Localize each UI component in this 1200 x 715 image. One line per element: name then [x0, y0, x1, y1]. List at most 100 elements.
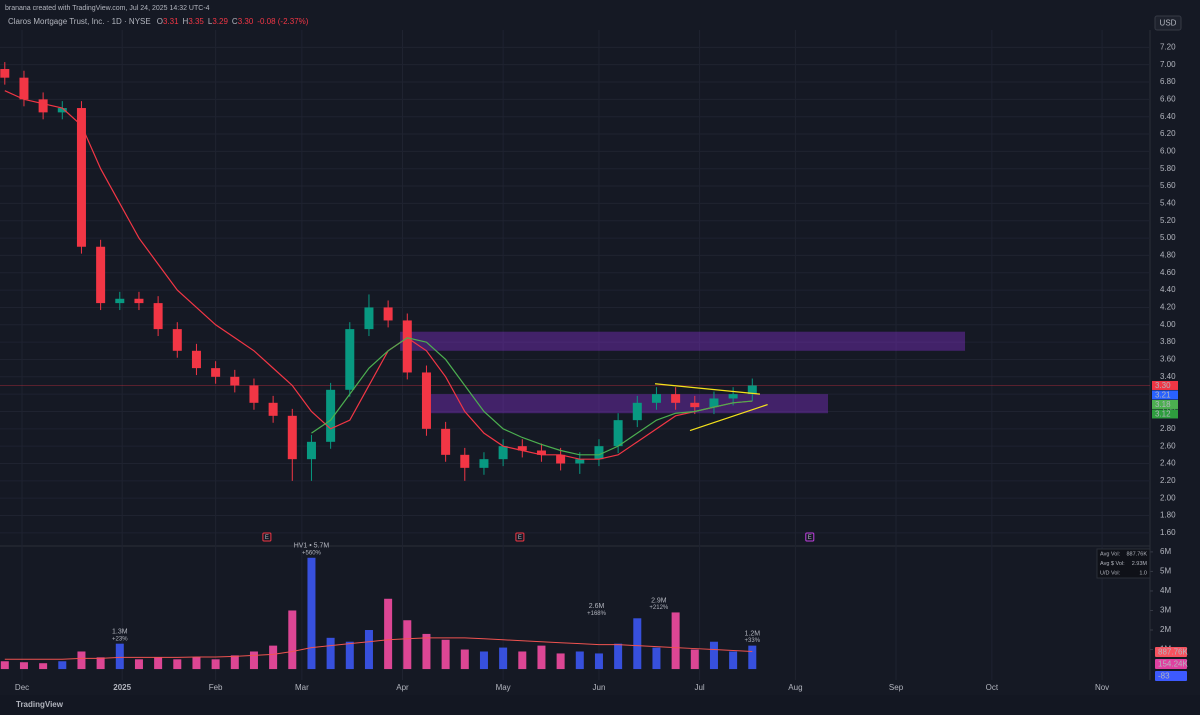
volume-bar [709, 641, 718, 670]
volume-bar [77, 651, 86, 670]
volume-bar [499, 647, 508, 670]
price-label: 3.21 [1155, 391, 1171, 400]
y-tick-label: 4.60 [1160, 268, 1176, 277]
volume-bar [307, 557, 316, 670]
y-tick-label: 3.40 [1160, 372, 1176, 381]
y-tick-label: 6.80 [1160, 77, 1176, 86]
earnings-marker [515, 532, 525, 542]
volume-bar [269, 645, 278, 670]
volume-bar [345, 641, 354, 670]
volume-bar [288, 610, 297, 670]
volume-bar [422, 633, 431, 670]
candle-body [268, 402, 278, 416]
quote-key: O [157, 17, 163, 26]
volume-bar [192, 657, 201, 670]
footer-bar [0, 695, 1200, 715]
y-tick-label: 2.80 [1160, 424, 1176, 433]
candle-body [536, 450, 546, 455]
candle-body [153, 303, 163, 330]
x-tick-label: Jul [694, 683, 704, 692]
candle-body [287, 415, 297, 460]
y-tick-label: 6.40 [1160, 112, 1176, 121]
volume-bar [537, 645, 546, 670]
volume-bar [518, 651, 527, 670]
symbol: Claros Mortgage Trust, Inc. · 1D · NYSE [8, 17, 151, 26]
candle-body [402, 320, 412, 373]
volume-average [4, 637, 753, 660]
y-tick-label: 3.60 [1160, 355, 1176, 364]
quote-low: 3.29 [212, 17, 228, 26]
moving-average [4, 90, 753, 460]
volume-annotation: 1.2M [745, 630, 761, 637]
volume-annotation-change: +168% [587, 611, 607, 617]
candle-body [134, 298, 144, 304]
zone [429, 394, 828, 414]
candle-body [613, 420, 623, 447]
candle-body [671, 394, 681, 403]
info-key: U/D Vol: [1100, 570, 1121, 576]
x-tick-label: Feb [209, 683, 223, 692]
candle-body [690, 402, 700, 408]
volume-bar [633, 618, 642, 670]
info-table [1096, 548, 1151, 579]
volume-badge: 887.76K [1158, 648, 1188, 657]
x-tick-label: Oct [986, 683, 999, 692]
x-tick-label: Aug [788, 683, 802, 692]
volume-bar [460, 649, 469, 670]
quote-line: Claros Mortgage Trust, Inc. · 1D · NYSE O… [8, 17, 309, 26]
earnings-label: E [265, 535, 269, 541]
quote-key: H [183, 17, 189, 26]
volume-annotation: 2.6M [589, 603, 605, 610]
candle-body [383, 307, 393, 321]
volume-bar [403, 620, 412, 670]
y-tick-label: 4.40 [1160, 285, 1176, 294]
credit: branana created with TradingView.com, Ju… [5, 5, 210, 12]
earnings-label: E [808, 535, 812, 541]
earnings-label: E [518, 535, 522, 541]
volume-bar [19, 662, 28, 670]
volume-bar [594, 653, 603, 670]
candle-body [421, 372, 431, 429]
y-tick-label: 4.00 [1160, 320, 1176, 329]
candle-body [191, 350, 201, 369]
y-tick-label: 5.20 [1160, 216, 1176, 225]
price-label: 3.18 [1155, 400, 1171, 409]
info-value: 887.76K [1127, 551, 1148, 557]
plot: Dec 2025 Feb Mar Apr May Jun Jul Aug Sep Oct Nov 1.6… [0, 30, 1188, 692]
earnings-marker [262, 532, 272, 542]
price-label-box [1152, 380, 1178, 390]
quote-high: 3.35 [188, 17, 204, 26]
x-tick-label: Nov [1095, 683, 1109, 692]
candle-body [479, 459, 489, 468]
currency-button[interactable] [1154, 15, 1182, 31]
x-tick-label: 2025 [113, 683, 131, 692]
price-label: 3.12 [1155, 410, 1171, 419]
candle-body [115, 298, 125, 304]
candle-body [441, 428, 451, 455]
candle-body [556, 454, 566, 464]
volume-bar [556, 653, 565, 670]
candle-body [306, 441, 316, 460]
candle-body [172, 329, 182, 351]
candle-body [364, 307, 374, 330]
x-tick-label: Jun [593, 683, 606, 692]
volume-bar [441, 639, 450, 670]
volume-bar [0, 661, 9, 670]
volume-bar [690, 649, 699, 670]
x-tick-label: Sep [889, 683, 904, 692]
candle-body [498, 446, 508, 460]
y-tick-label: 2.60 [1160, 441, 1176, 450]
quote-open: 3.31 [163, 17, 179, 26]
price-label-box [1152, 399, 1178, 409]
y-tick-label: 2.20 [1160, 476, 1176, 485]
volume-bar [671, 612, 680, 670]
candle-body [38, 99, 48, 113]
price-label: 3.30 [1155, 381, 1171, 390]
volume-bar [479, 651, 488, 670]
trendline [654, 383, 761, 395]
y-tick-label: 2.40 [1160, 459, 1176, 468]
candle-body [728, 394, 738, 399]
candle-body [575, 459, 585, 464]
volume-badge-box [1155, 671, 1187, 681]
volume-bar [614, 643, 623, 670]
